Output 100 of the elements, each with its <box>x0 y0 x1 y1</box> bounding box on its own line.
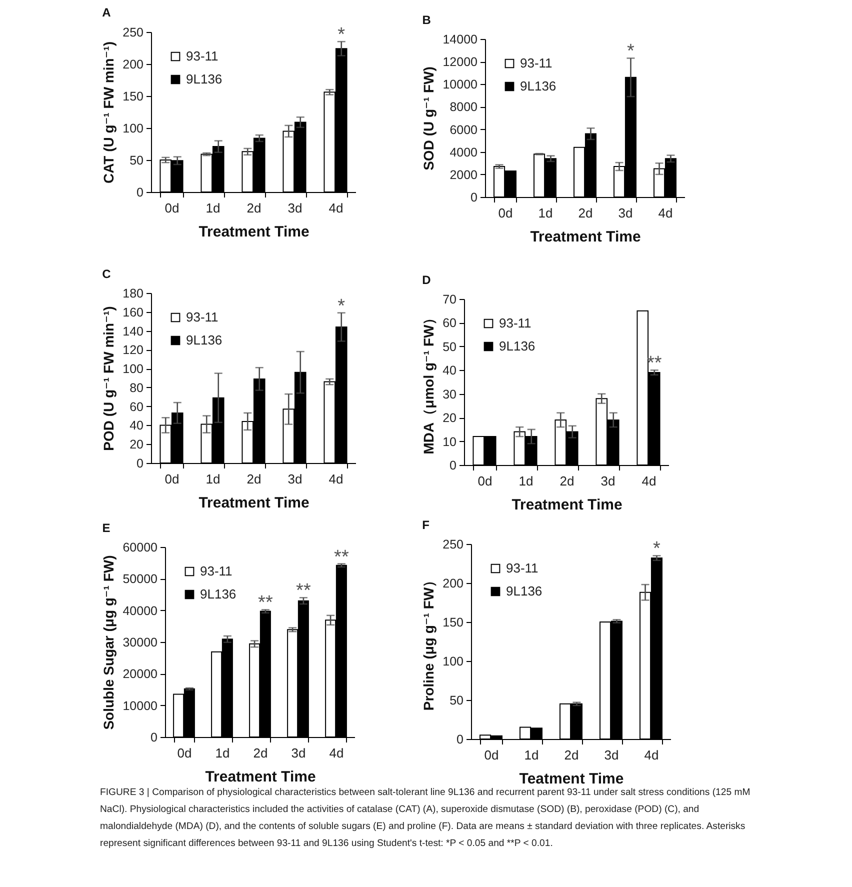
y-tick-label: 100 <box>442 654 464 668</box>
x-tick-label: 3d <box>604 748 619 762</box>
y-tick-label: 14000 <box>442 32 478 46</box>
y-tick-label: 80 <box>130 380 144 395</box>
y-axis-title: Proline (μg g⁻¹ FW） <box>420 573 437 711</box>
y-tick-label: 50 <box>450 694 464 708</box>
x-tick-label: 2d <box>246 200 262 216</box>
y-tick-label: 50 <box>442 340 457 354</box>
y-tick-label: 20000 <box>122 667 158 682</box>
y-tick-label: 50000 <box>122 572 158 586</box>
chart-title: B <box>422 13 432 27</box>
chart-title: E <box>102 521 110 535</box>
x-tick-label: 0d <box>177 746 192 760</box>
legend-label: 9L136 <box>520 78 556 94</box>
y-tick-label: 150 <box>122 90 144 104</box>
legend-label: 9L136 <box>499 338 536 354</box>
legend-label: 93-11 <box>506 560 538 576</box>
x-tick-label: 2d <box>253 746 268 760</box>
y-tick-label: 8000 <box>450 100 478 114</box>
x-tick-label: 2d <box>560 474 574 488</box>
y-tick-label: 10000 <box>442 78 478 92</box>
y-tick-label: 0 <box>136 186 144 200</box>
x-tick-label: 1d <box>518 474 534 488</box>
legend-label: 9L136 <box>200 586 236 602</box>
y-tick-label: 40 <box>442 364 457 378</box>
y-tick-label: 20 <box>442 411 457 426</box>
y-axis-title: MDA（μmol g⁻¹ FW） <box>420 310 437 454</box>
x-tick-label: 3d <box>291 746 306 760</box>
annotation: * <box>627 41 636 62</box>
y-tick-label: 0 <box>470 190 478 204</box>
y-tick-label: 50 <box>130 154 144 168</box>
y-tick-label: 180 <box>122 286 144 300</box>
x-axis-title: Treatment Time <box>205 768 316 786</box>
y-tick-label: 100 <box>122 362 144 376</box>
y-tick-label: 40 <box>130 418 144 433</box>
x-tick-label: 4d <box>642 474 656 488</box>
y-tick-label: 30000 <box>122 636 158 650</box>
x-tick-label: 4d <box>329 746 344 760</box>
legend-label: 9L136 <box>186 72 222 86</box>
chart-title: C <box>102 267 112 281</box>
caption: FIGURE 3 | Comparison of physiological characteristics between salt-tolerant line 9L136 and recurrent parent 93-11 under salt stress conditions (125 mM NaCl). Physiological characteristics included the activities of catalase (CAT) (A), superoxide dismutase (SOD) (B), peroxidase (POD) (C), and malondialdehyde (MDA) (D), and the contents of soluble sugars (E) and proline (F). Data are means ± standard deviation with three replicates. Asterisks represent significant differences between 93-11 and 9L136 using Student's t-test: *P < 0.05 and **P < 0.01. <box>100 786 752 851</box>
x-tick-label: 0d <box>478 474 492 488</box>
legend-label: 93-11 <box>186 310 218 324</box>
y-tick-label: 20 <box>130 438 144 452</box>
y-axis-title: SOD (U g⁻¹ FW) <box>420 66 437 170</box>
x-tick-label: 2d <box>578 206 593 220</box>
annotation: ** <box>296 580 312 602</box>
legend-label: 93-11 <box>499 316 532 330</box>
x-tick-label: 1d <box>215 746 230 760</box>
y-tick-label: 250 <box>122 26 144 40</box>
x-tick-label: 3d <box>288 200 302 216</box>
x-tick-label: 4d <box>328 200 344 216</box>
legend-label: 93-11 <box>520 56 552 70</box>
x-tick-label: 2d <box>246 472 262 486</box>
chart-title: F <box>422 518 430 532</box>
x-tick-label: 3d <box>600 474 616 488</box>
x-tick-label: 1d <box>524 748 539 762</box>
y-tick-label: 70 <box>442 292 457 306</box>
y-tick-label: 10000 <box>122 698 158 713</box>
y-tick-label: 160 <box>122 305 144 320</box>
x-axis-title: Treatment Time <box>530 228 641 246</box>
annotation: ** <box>258 592 274 614</box>
y-tick-label: 2000 <box>450 168 478 182</box>
annotation: * <box>338 24 346 46</box>
y-tick-label: 0 <box>450 458 457 472</box>
x-axis-title: Treatment Time <box>512 496 622 514</box>
y-tick-label: 60000 <box>122 540 158 554</box>
x-tick-label: 3d <box>618 206 633 220</box>
y-tick-label: 200 <box>442 576 464 590</box>
y-axis-title: Soluble Sugar (μg g⁻¹ FW) <box>100 555 117 730</box>
x-tick-label: 1d <box>206 200 220 216</box>
x-tick-label: 0d <box>484 748 499 762</box>
y-tick-label: 4000 <box>450 145 478 160</box>
x-tick-label: 4d <box>644 748 659 762</box>
annotation: ** <box>334 546 350 568</box>
annotation: * <box>338 296 346 317</box>
chart-title: D <box>422 273 432 287</box>
x-tick-label: 3d <box>288 472 302 486</box>
annotation: * <box>653 538 662 560</box>
y-tick-label: 40000 <box>122 604 158 618</box>
y-tick-label: 60 <box>442 316 457 330</box>
y-tick-label: 12000 <box>442 55 478 70</box>
x-tick-label: 1d <box>206 472 220 486</box>
x-axis-title: Teatment Time <box>519 770 624 788</box>
x-axis-title: Treatment Time <box>198 224 310 240</box>
x-tick-label: 4d <box>658 206 673 220</box>
x-tick-label: 2d <box>564 748 579 762</box>
x-tick-label: 0d <box>498 206 513 220</box>
y-tick-label: 0 <box>136 456 144 470</box>
legend-label: 9L136 <box>506 584 542 598</box>
x-tick-label: 0d <box>164 472 180 486</box>
y-tick-label: 150 <box>442 616 464 630</box>
y-tick-label: 0 <box>456 732 464 746</box>
y-tick-label: 60 <box>130 400 144 414</box>
y-tick-label: 200 <box>122 58 144 72</box>
legend-label: 93-11 <box>200 564 232 578</box>
x-axis-title: Treatment Time <box>198 494 310 512</box>
x-tick-label: 1d <box>538 206 553 220</box>
x-tick-label: 0d <box>164 200 180 216</box>
legend-label: 93-11 <box>186 48 218 64</box>
